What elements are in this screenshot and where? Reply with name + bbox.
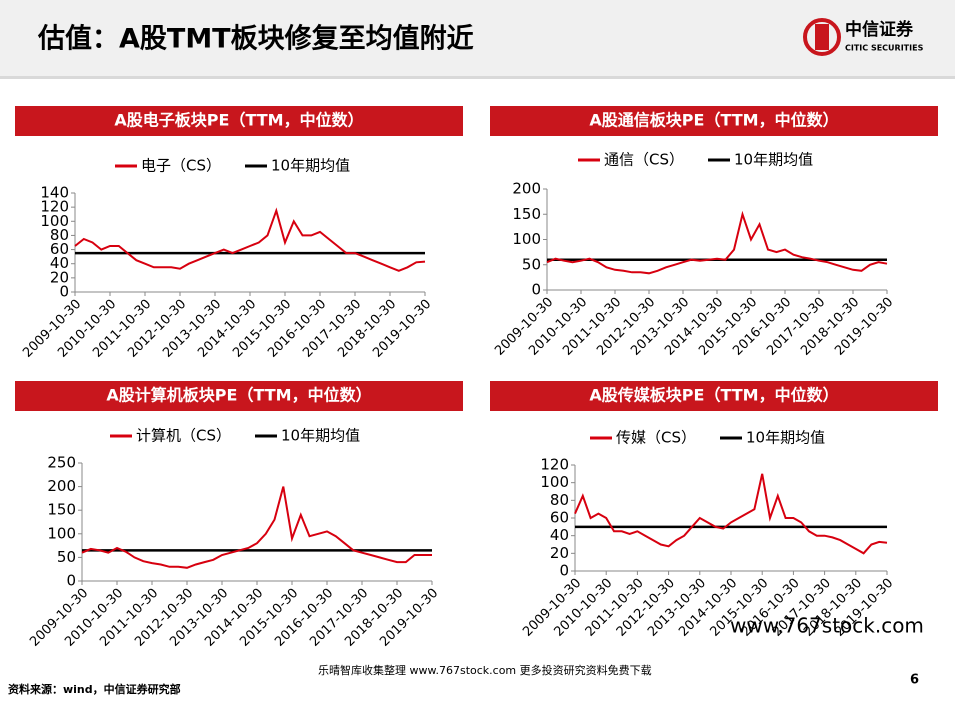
y-tick-label: 120 [540,456,569,474]
chart-title: A股电子板块PE（TTM，中位数） [114,111,363,130]
legend-label: 传媒（CS） [616,429,696,447]
y-tick-label: 80 [50,226,69,244]
source-note: 资料来源：wind，中信证券研究部 [8,682,181,696]
chart-title-box [490,106,938,136]
y-tick-label: 200 [512,180,541,198]
y-tick-label: 50 [522,255,541,273]
header-bar [0,0,955,76]
y-tick-label: 50 [57,548,76,566]
legend-label: 10年期均值 [281,427,360,445]
y-tick-label: 150 [512,205,541,223]
y-tick-label: 0 [66,572,76,590]
chart-title: A股传媒板块PE（TTM，中位数） [589,386,838,405]
chart-title: A股计算机板块PE（TTM，中位数） [106,386,371,405]
y-tick-label: 60 [550,509,569,527]
y-tick-label: 20 [550,544,569,562]
y-tick-label: 140 [40,184,69,202]
y-tick-label: 100 [40,212,69,230]
y-tick-label: 20 [50,268,69,286]
series-line [81,486,432,569]
y-tick-label: 120 [40,198,69,216]
watermark-url: www.767stock.com [730,614,924,638]
y-tick-label: 0 [531,281,541,299]
y-tick-label: 150 [47,501,76,519]
series-line [574,473,888,555]
logo-cn: 中信证券 [845,19,914,40]
y-tick-label: 0 [559,562,569,580]
chart-title-box [490,381,938,411]
chart-title: A股通信板块PE（TTM，中位数） [589,111,838,130]
y-tick-label: 100 [47,524,76,542]
y-tick-label: 0 [59,283,69,301]
legend-label: 电子（CS） [141,157,221,175]
legend-label: 10年期均值 [271,157,350,175]
series-line [74,207,426,272]
page-title: 估值：A股TMT板块修复至均值附近 [37,24,474,55]
series-line [546,210,888,275]
page-number: 6 [910,673,919,688]
y-tick-label: 60 [50,240,69,258]
y-tick-label: 40 [50,254,69,272]
legend-label: 10年期均值 [734,151,813,169]
y-tick-label: 200 [47,477,76,495]
logo-en: CITIC SECURITIES [845,44,924,53]
chart-title-box [15,381,463,411]
header-rule [0,76,955,79]
y-tick-label: 100 [540,473,569,491]
y-tick-label: 100 [512,230,541,248]
y-tick-label: 250 [47,454,76,472]
chart-title-box [15,106,463,136]
y-tick-label: 40 [550,526,569,544]
watermark: 乐晴智库收集整理 www.767stock.com 更多投资研究资料免费下载 [318,663,652,677]
legend-label: 通信（CS） [604,151,684,169]
legend-label: 10年期均值 [746,429,825,447]
logo-mark [803,18,841,56]
y-tick-label: 80 [550,491,569,509]
legend-label: 计算机（CS） [136,427,231,445]
logo-mark-inner [815,24,829,50]
